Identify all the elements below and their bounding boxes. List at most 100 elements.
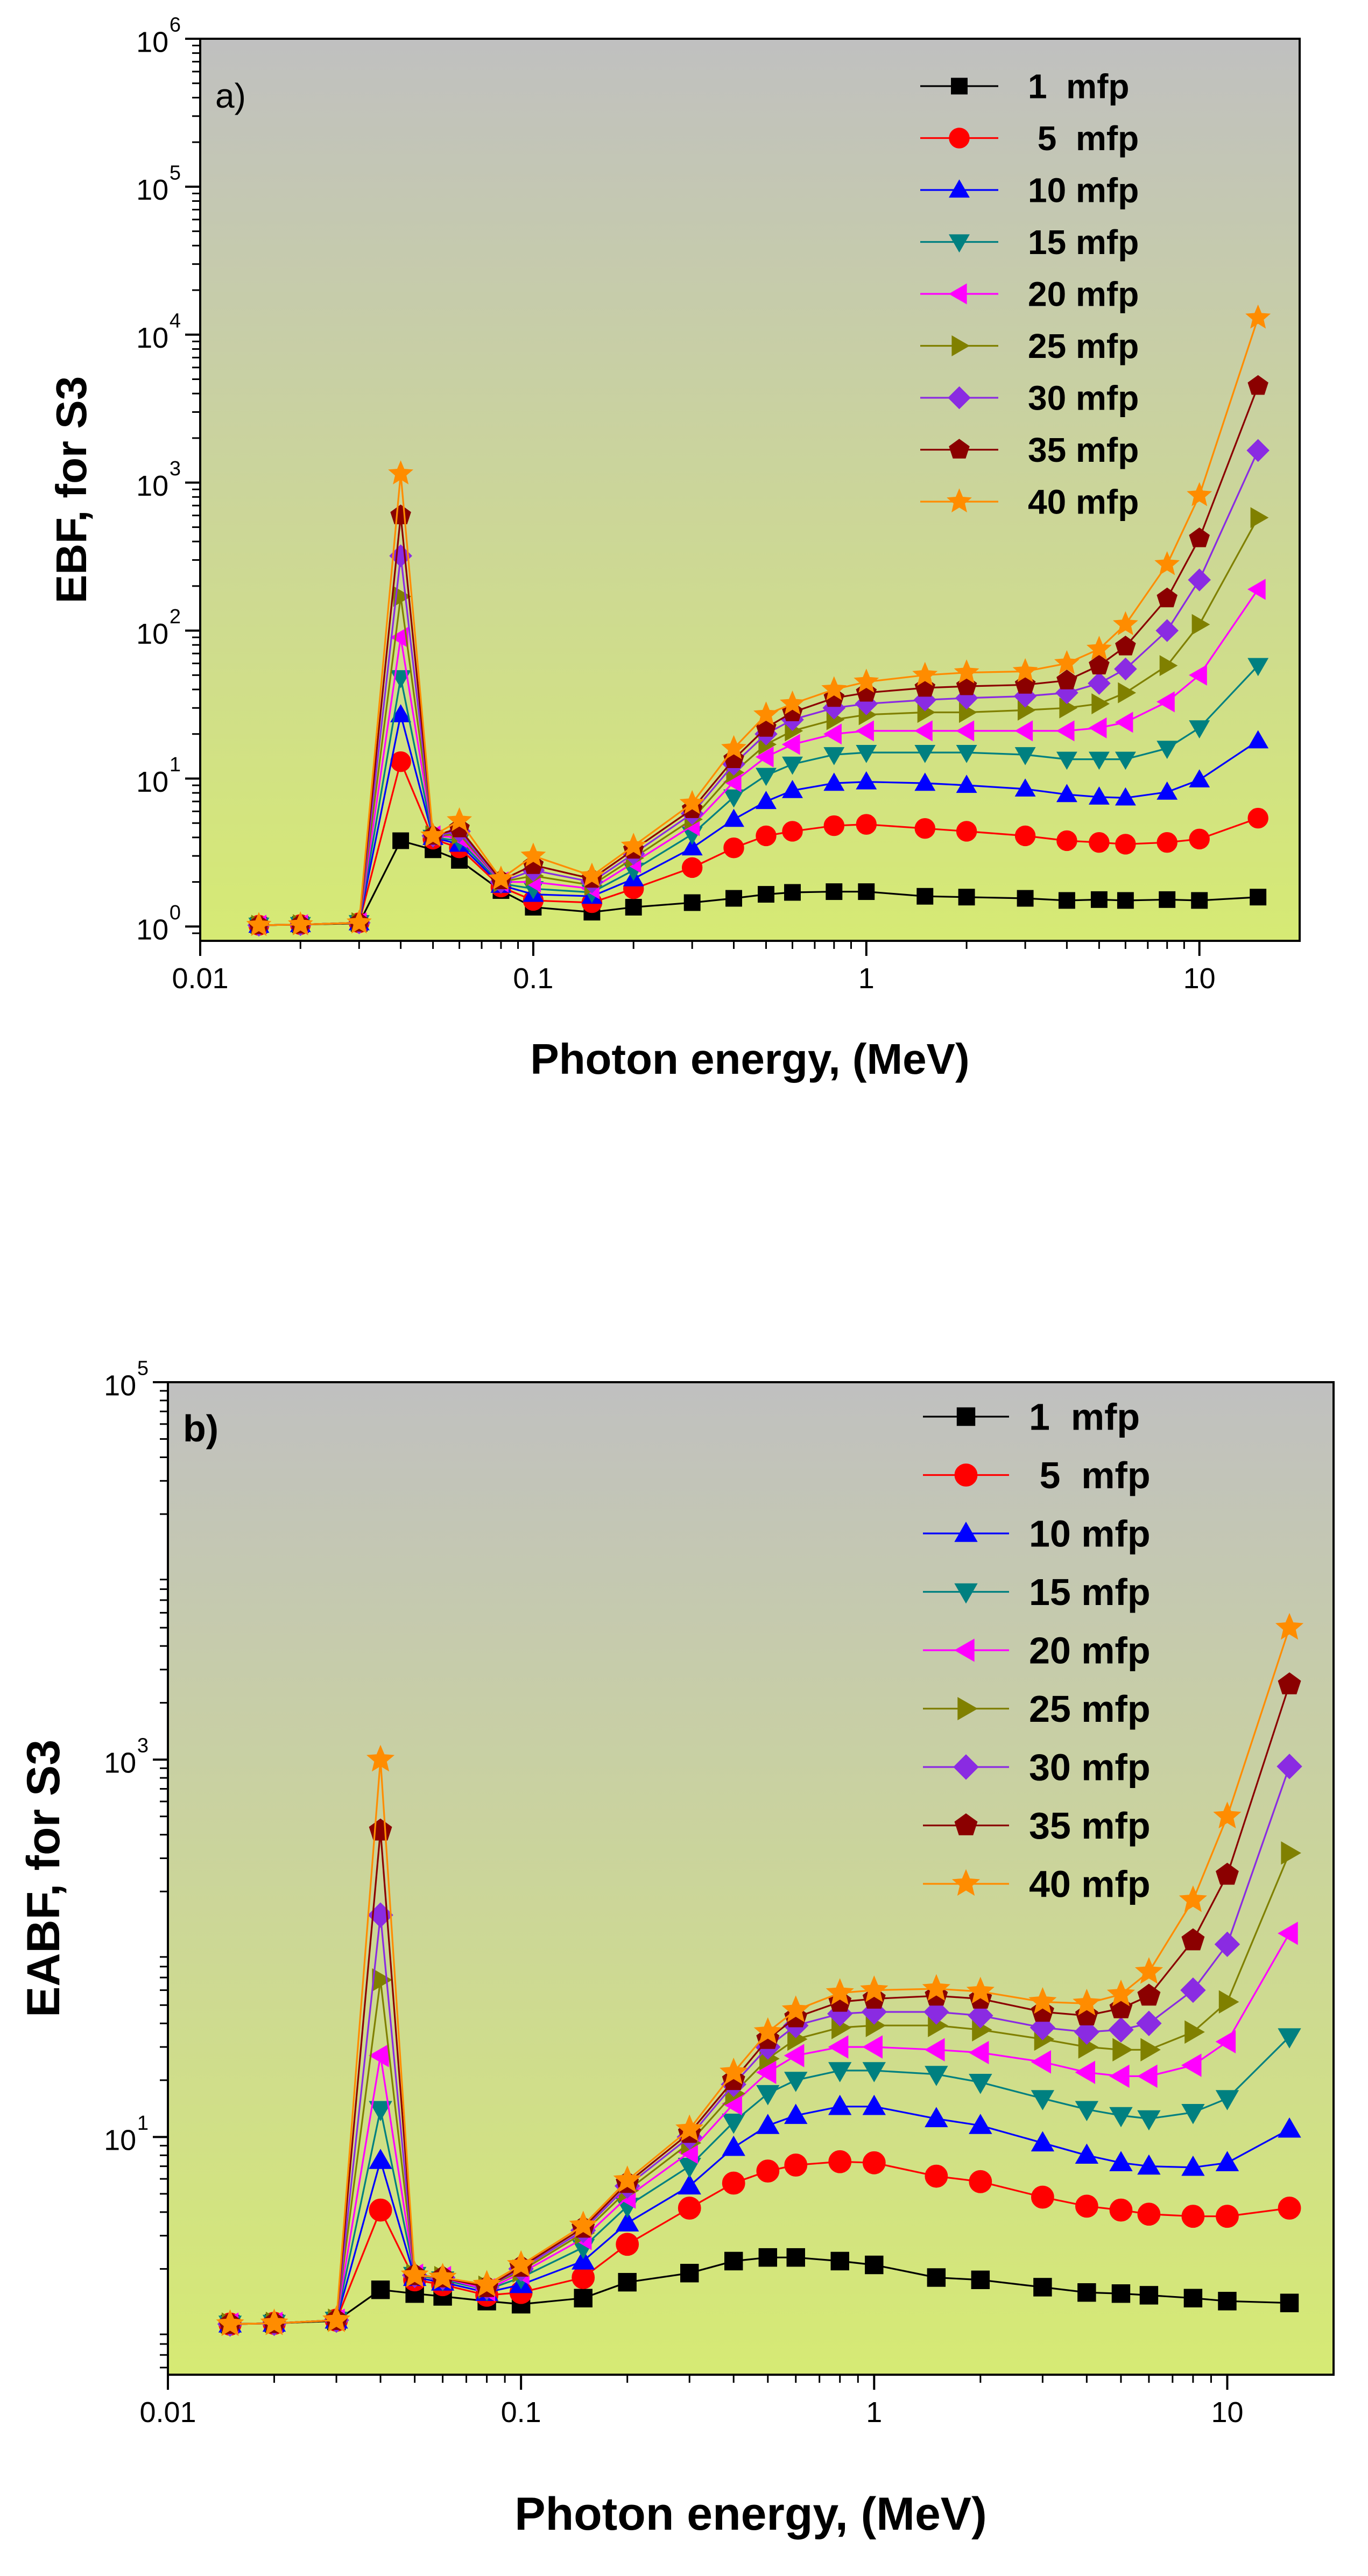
- data-point: [856, 745, 877, 763]
- legend-label: 1 mfp: [1029, 1396, 1140, 1438]
- data-point: [1247, 375, 1268, 395]
- data-point: [1137, 2064, 1158, 2088]
- data-point: [1280, 2293, 1299, 2312]
- series-9: [246, 304, 1271, 936]
- data-point: [1114, 657, 1137, 681]
- legend-marker: [949, 439, 970, 459]
- data-point: [1189, 527, 1210, 547]
- data-point: [1014, 825, 1036, 847]
- data-point: [681, 837, 703, 856]
- data-point: [1014, 778, 1036, 797]
- data-point: [428, 2263, 457, 2290]
- data-point: [756, 2085, 780, 2106]
- y-tick-exponent: 5: [137, 1357, 149, 1380]
- data-point: [862, 2035, 883, 2059]
- data-point: [1091, 693, 1110, 715]
- data-point: [390, 704, 412, 722]
- data-point: [1180, 1977, 1206, 2003]
- data-point: [1218, 1990, 1239, 2014]
- legend-label: 5 mfp: [1028, 119, 1139, 158]
- data-point: [447, 807, 473, 832]
- data-point: [823, 815, 845, 836]
- legend-marker: [949, 128, 970, 149]
- data-point: [369, 2101, 392, 2121]
- data-point: [1073, 1988, 1101, 2016]
- data-point: [912, 661, 938, 686]
- data-point: [1216, 1862, 1239, 1885]
- data-point: [753, 701, 779, 726]
- data-point: [723, 837, 744, 858]
- data-point: [1109, 2064, 1130, 2088]
- data-point: [1056, 751, 1077, 770]
- legend-item: 10 mfp: [920, 171, 1139, 209]
- x-tick-label: 1: [866, 2396, 882, 2429]
- legend-marker: [954, 1463, 978, 1487]
- legend-item: 1 mfp: [920, 67, 1129, 105]
- data-point: [956, 775, 977, 793]
- data-point: [784, 2044, 805, 2067]
- data-point: [681, 857, 703, 878]
- legend-marker: [957, 1697, 978, 1721]
- data-point: [724, 2251, 743, 2271]
- data-point: [1213, 1801, 1242, 1828]
- data-point: [1137, 1983, 1161, 2006]
- y-tick-exponent: 3: [137, 1735, 149, 1757]
- data-point: [1054, 650, 1080, 674]
- x-tick-label: 10: [1183, 962, 1216, 995]
- y-tick-label: 10: [104, 1369, 136, 1402]
- data-point: [1077, 2283, 1096, 2302]
- data-point: [368, 1902, 393, 1928]
- data-point: [1278, 2117, 1301, 2138]
- data-point: [579, 862, 605, 887]
- y-tick-exponent: 4: [170, 309, 181, 332]
- data-point: [1191, 614, 1210, 635]
- data-point: [916, 888, 934, 905]
- data-point: [1215, 2090, 1239, 2110]
- data-point: [1056, 830, 1077, 851]
- data-point: [473, 2270, 501, 2297]
- data-point: [966, 1976, 995, 2004]
- y-tick-label: 10: [136, 174, 168, 206]
- data-point: [287, 911, 313, 935]
- data-point: [821, 676, 847, 700]
- y-tick-label: 10: [136, 322, 168, 354]
- data-point: [823, 747, 845, 765]
- data-point: [1184, 2020, 1205, 2044]
- legend-item: 40 mfp: [923, 1863, 1151, 1905]
- legend-marker: [954, 1583, 978, 1604]
- legend-marker: [956, 1407, 976, 1426]
- legend-marker: [954, 1522, 978, 1542]
- legend-item: 35 mfp: [920, 431, 1139, 469]
- data-point: [388, 460, 414, 484]
- data-point: [1137, 2202, 1161, 2226]
- data-point: [1247, 807, 1268, 829]
- data-point: [1028, 1987, 1057, 2014]
- data-point: [1183, 2289, 1203, 2307]
- data-point: [620, 833, 646, 857]
- data-point: [1187, 482, 1212, 506]
- data-point: [1075, 2101, 1099, 2121]
- data-point: [925, 2038, 945, 2061]
- data-point: [1247, 730, 1269, 749]
- legend: 1 mfp 5 mfp 10 mfp 15 mfp 20 mfp 25 mfp 30 mf…: [923, 1396, 1151, 1905]
- data-point: [1155, 619, 1179, 642]
- legend-label: 1 mfp: [1028, 67, 1129, 105]
- data-point: [1245, 304, 1271, 329]
- data-point: [1137, 2154, 1161, 2175]
- data-point: [1157, 691, 1175, 713]
- y-tick-label: 10: [104, 2124, 136, 2157]
- y-tick-exponent: 6: [170, 14, 181, 37]
- data-point: [369, 2149, 392, 2169]
- data-point: [393, 586, 412, 607]
- legend-item: 25 mfp: [923, 1688, 1151, 1730]
- x-tick-label: 0.01: [172, 962, 228, 995]
- data-point: [1154, 551, 1180, 575]
- data-point: [956, 720, 975, 742]
- data-point: [1215, 2151, 1239, 2171]
- data-point: [1159, 655, 1178, 677]
- data-point: [346, 909, 372, 934]
- data-point: [782, 756, 803, 775]
- y-tick-exponent: 1: [137, 2112, 149, 2135]
